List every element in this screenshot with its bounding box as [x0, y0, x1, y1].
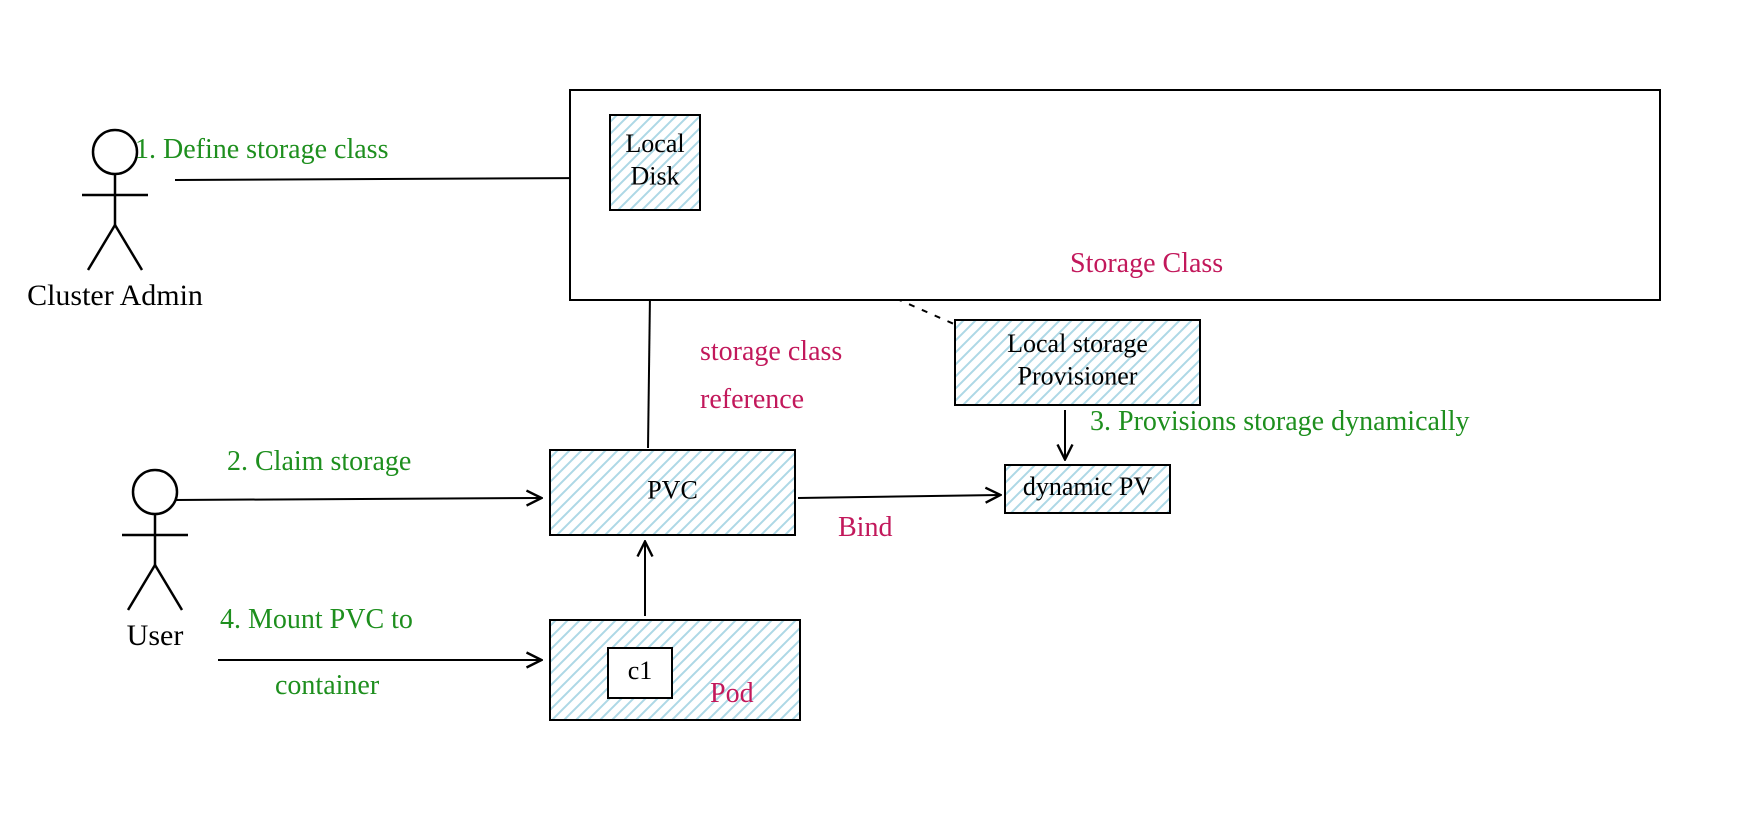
- label-sc-ref-l2: reference: [700, 384, 804, 415]
- actor-user: User: [122, 470, 188, 652]
- node-container-c1: c1: [608, 648, 672, 698]
- node-dynamic-pv: dynamic PV: [1005, 465, 1170, 513]
- label-step3: 3. Provisions storage dynamically: [1090, 406, 1470, 437]
- label-pod-lbl: Pod: [710, 678, 754, 709]
- node-label-provisioner: Provisioner: [1018, 362, 1138, 391]
- node-local-disk: Local Disk: [610, 115, 700, 210]
- label-sc-ref-l1: storage class: [700, 336, 842, 367]
- node-label-container-c1: c1: [628, 656, 653, 685]
- node-label-provisioner: Local storage: [1007, 329, 1148, 358]
- node-label-pvc: PVC: [647, 475, 698, 504]
- node-label-local-disk: Local: [625, 129, 684, 158]
- label-sc-lbl: Storage Class: [1070, 248, 1223, 279]
- node-label-local-disk: Disk: [630, 162, 679, 191]
- actor-label-user: User: [127, 619, 184, 652]
- node-provisioner: Local storage Provisioner: [955, 320, 1200, 405]
- node-label-dynamic-pv: dynamic PV: [1023, 472, 1152, 501]
- diagram-canvas: Local Disk Local storage Provisioner PVC dyna…: [0, 0, 1760, 828]
- label-step2: 2. Claim storage: [227, 446, 411, 477]
- node-pvc: PVC: [550, 450, 795, 535]
- edge-admin-to-localdisk: [175, 178, 598, 180]
- label-step4-line1: 4. Mount PVC to: [220, 604, 413, 635]
- node-pod: [550, 620, 800, 720]
- edge-pvc-to-dynamicpv: [798, 495, 999, 498]
- label-step4-line2: container: [275, 670, 380, 701]
- label-bind: Bind: [838, 512, 892, 543]
- actor-label-admin: Cluster Admin: [27, 279, 203, 312]
- edge-user-to-pvc: [175, 498, 540, 500]
- label-step1: 1. Define storage class: [135, 134, 388, 165]
